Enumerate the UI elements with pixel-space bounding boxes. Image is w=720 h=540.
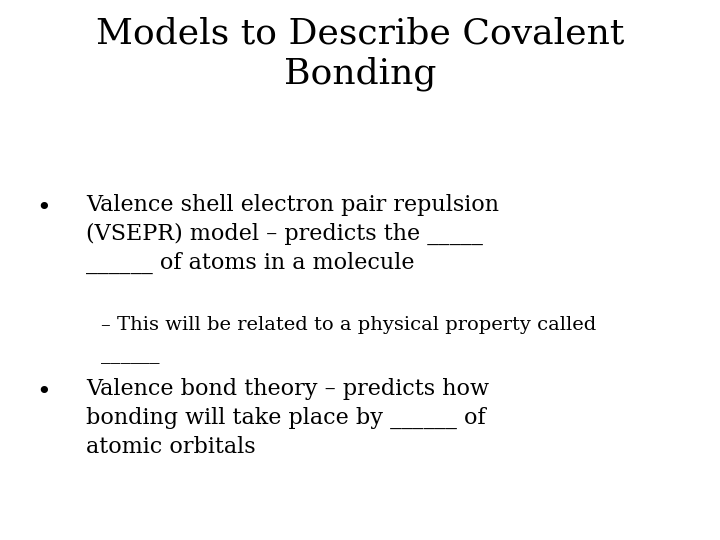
Text: •: •	[36, 381, 50, 404]
Text: ______: ______	[101, 346, 159, 363]
Text: Valence bond theory – predicts how
bonding will take place by ______ of
atomic o: Valence bond theory – predicts how bondi…	[86, 378, 490, 458]
Text: Valence shell electron pair repulsion
(VSEPR) model – predicts the _____
______ : Valence shell electron pair repulsion (V…	[86, 194, 500, 274]
Text: – This will be related to a physical property called: – This will be related to a physical pro…	[101, 316, 596, 334]
Text: Models to Describe Covalent
Bonding: Models to Describe Covalent Bonding	[96, 16, 624, 91]
Text: •: •	[36, 197, 50, 220]
